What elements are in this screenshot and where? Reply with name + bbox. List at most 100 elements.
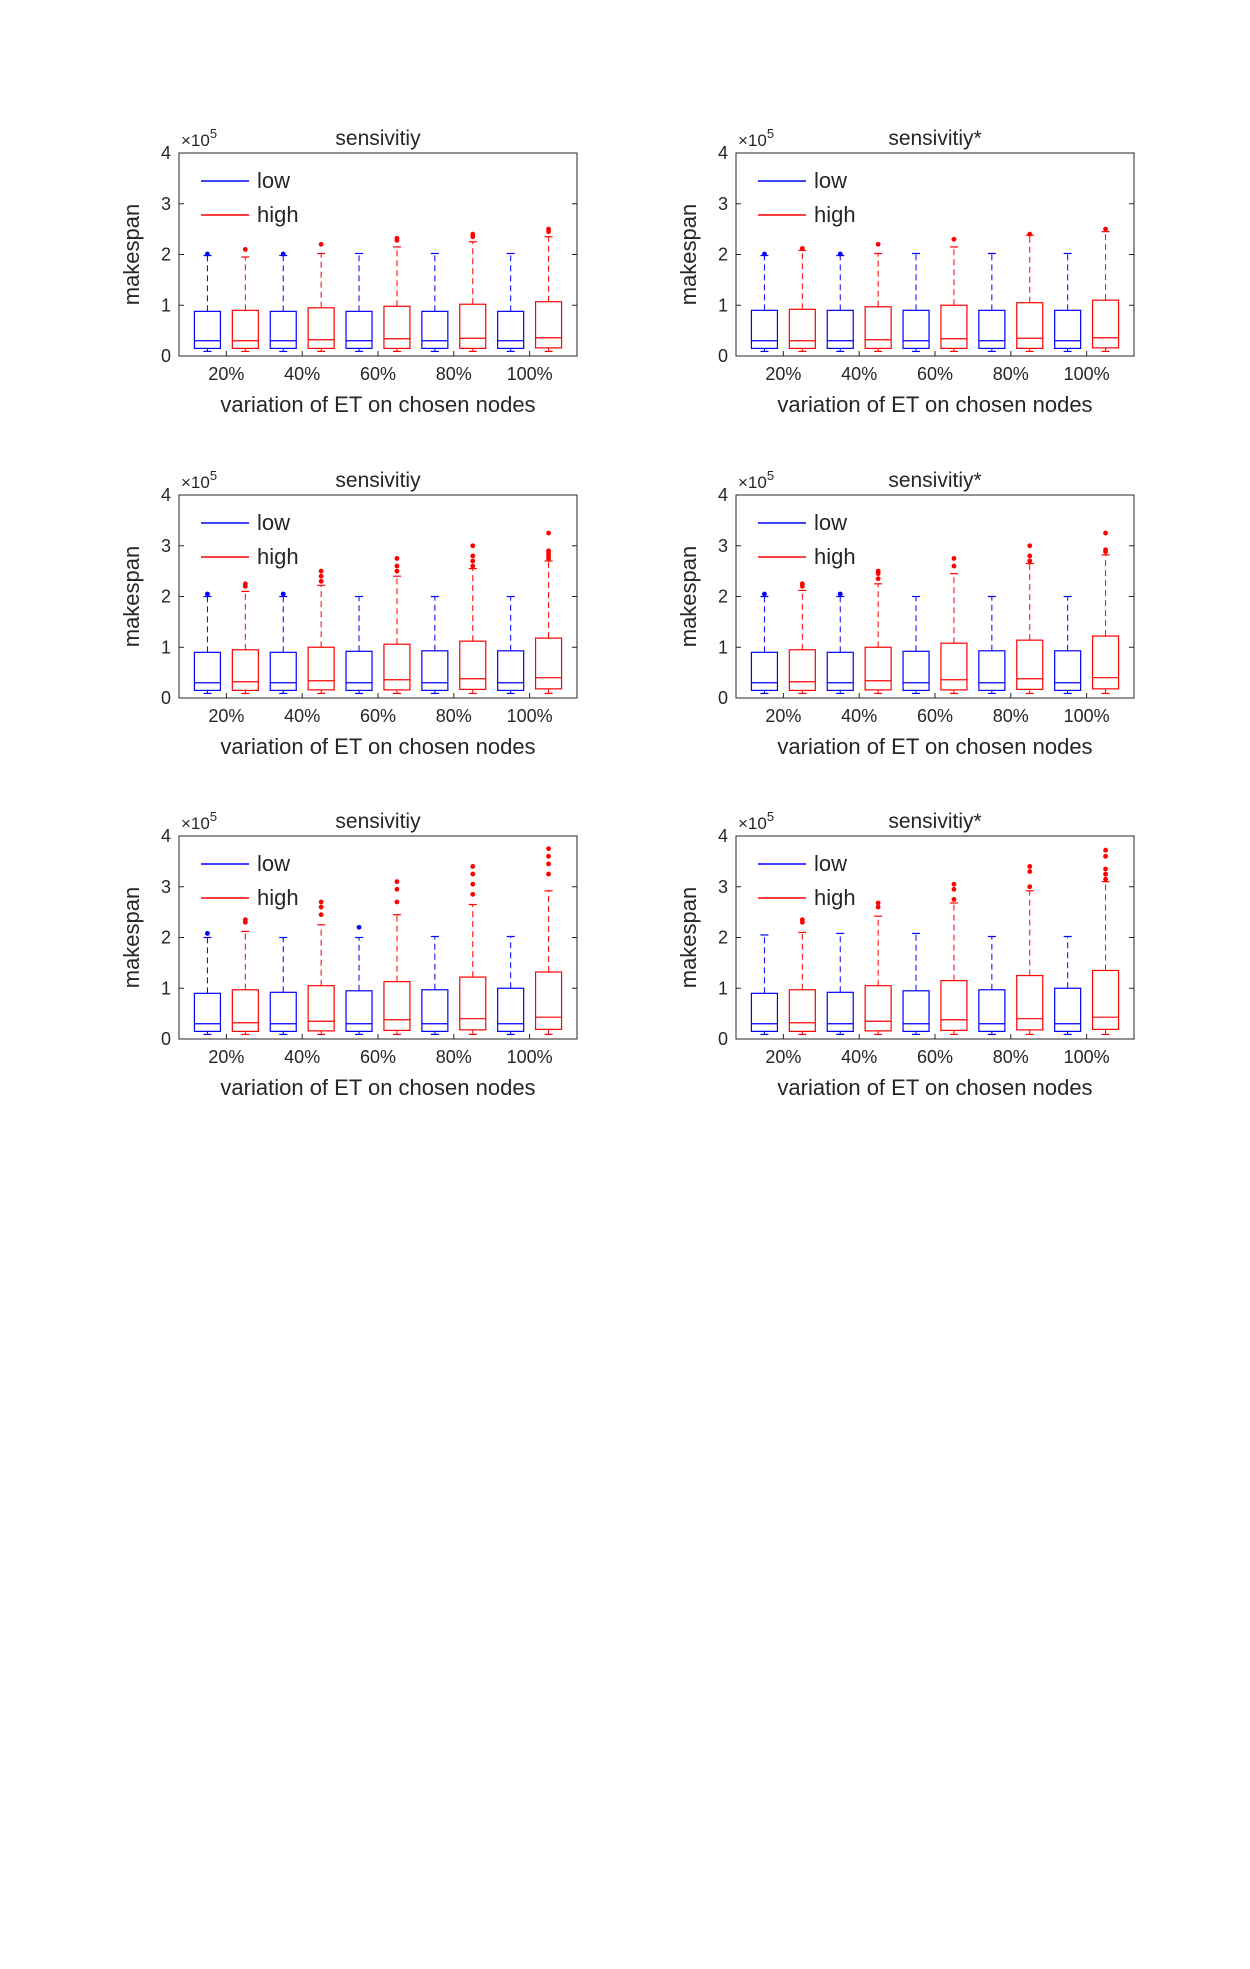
outlier-point xyxy=(318,578,324,584)
box-low-1 xyxy=(750,591,779,695)
box-iqr xyxy=(497,310,525,349)
y-axis-label: makespan xyxy=(119,887,144,989)
box-iqr xyxy=(193,651,222,691)
x-tick-label: 60% xyxy=(360,706,396,726)
x-tick-label: 100% xyxy=(1064,364,1110,384)
y-exponent-base: ×10 xyxy=(181,131,210,150)
x-tick-label: 40% xyxy=(284,706,320,726)
outlier-point xyxy=(1103,866,1108,872)
box-low-5 xyxy=(345,924,373,1036)
x-tick-label: 20% xyxy=(208,1047,244,1067)
box-iqr xyxy=(345,310,373,349)
legend-label-high: high xyxy=(257,202,299,227)
box-high-8 xyxy=(1016,864,1044,1036)
outlier-point xyxy=(799,581,805,587)
box-high-2 xyxy=(231,917,259,1036)
outlier-point xyxy=(1027,884,1033,890)
chart-title: sensivitiy* xyxy=(888,469,981,492)
box-iqr xyxy=(864,985,892,1032)
x-tick-label: 60% xyxy=(917,364,953,384)
outlier-point xyxy=(546,530,551,536)
box-high-4 xyxy=(307,899,335,1036)
outlier-point xyxy=(762,251,767,257)
y-tick-label: 2 xyxy=(718,245,728,265)
chart-title: sensivitiy* xyxy=(888,810,981,833)
outlier-point xyxy=(875,576,881,582)
chart-title: sensivitiy* xyxy=(888,127,981,150)
outlier-point xyxy=(394,886,400,892)
y-tick-label: 0 xyxy=(161,1029,171,1049)
outlier-point xyxy=(394,235,400,241)
box-low-5 xyxy=(345,595,373,695)
box-iqr xyxy=(193,992,222,1032)
box-low-5 xyxy=(902,932,930,1036)
y-tick-label: 4 xyxy=(161,485,171,505)
y-tick-label: 2 xyxy=(161,245,171,265)
box-iqr xyxy=(193,310,222,349)
outlier-point xyxy=(1027,543,1033,549)
y-axis-label: makespan xyxy=(119,546,144,648)
box-low-1 xyxy=(750,251,779,353)
y-tick-label: 1 xyxy=(718,637,728,657)
box-iqr xyxy=(307,646,335,691)
outlier-point xyxy=(205,251,210,257)
x-tick-label: 40% xyxy=(841,364,877,384)
box-low-5 xyxy=(345,252,373,353)
outlier-point xyxy=(875,568,881,574)
outlier-point xyxy=(1027,864,1033,869)
box-high-4 xyxy=(307,241,335,353)
outlier-point xyxy=(837,251,843,257)
chart-panel-2: 0 1 2 3 4 ×105 20% 40% 60% 80% 100% sensivitiy* vari… xyxy=(676,126,1135,417)
box-low-9 xyxy=(1054,935,1082,1036)
outlier-point xyxy=(546,548,551,554)
y-exponent-power: 5 xyxy=(767,468,774,483)
x-tick-label: 20% xyxy=(765,706,801,726)
box-high-2 xyxy=(788,917,816,1036)
outlier-point xyxy=(318,904,324,910)
box-iqr xyxy=(940,642,968,691)
box-high-4 xyxy=(307,568,335,695)
outlier-point xyxy=(1027,558,1033,564)
box-iqr xyxy=(231,649,259,691)
box-iqr xyxy=(459,640,487,690)
box-iqr xyxy=(269,310,297,349)
box-high-8 xyxy=(1016,543,1044,695)
legend-label-low: low xyxy=(814,851,847,876)
x-axis-label: variation of ET on chosen nodes xyxy=(220,734,535,759)
chart-panel-4: 0 1 2 3 4 ×105 20% 40% 60% 80% 100% sensivitiy* vari… xyxy=(676,468,1135,759)
box-iqr xyxy=(345,650,373,691)
box-low-7 xyxy=(978,252,1006,353)
y-tick-label: 4 xyxy=(161,143,171,163)
box-iqr xyxy=(902,650,930,691)
plot-area-frame xyxy=(735,494,1135,699)
y-tick-label: 0 xyxy=(718,346,728,366)
box-high-10 xyxy=(1091,530,1120,695)
y-tick-label: 1 xyxy=(718,978,728,998)
box-high-4 xyxy=(864,241,892,353)
x-tick-label: 100% xyxy=(1064,1047,1110,1067)
box-high-6 xyxy=(383,879,411,1036)
x-tick-label: 80% xyxy=(993,364,1029,384)
plot-area-frame xyxy=(178,835,578,1040)
x-axis-label: variation of ET on chosen nodes xyxy=(777,392,1092,417)
box-high-2 xyxy=(231,581,259,695)
chart-title: sensivitiy xyxy=(335,469,421,492)
x-tick-label: 40% xyxy=(841,1047,877,1067)
box-low-9 xyxy=(497,935,525,1036)
box-high-4 xyxy=(864,568,892,695)
y-tick-label: 2 xyxy=(161,928,171,948)
outlier-point xyxy=(318,241,324,247)
x-tick-label: 80% xyxy=(993,706,1029,726)
box-low-3 xyxy=(269,251,297,353)
outlier-point xyxy=(1027,553,1033,559)
outlier-point xyxy=(318,573,324,579)
outlier-point xyxy=(762,591,767,597)
y-exponent-label: ×105 xyxy=(181,809,217,833)
box-iqr xyxy=(534,971,563,1030)
outlier-point xyxy=(470,871,476,877)
box-high-6 xyxy=(940,881,968,1036)
box-high-6 xyxy=(940,556,968,695)
outlier-point xyxy=(799,917,805,923)
box-iqr xyxy=(497,650,525,691)
y-tick-label: 1 xyxy=(161,637,171,657)
